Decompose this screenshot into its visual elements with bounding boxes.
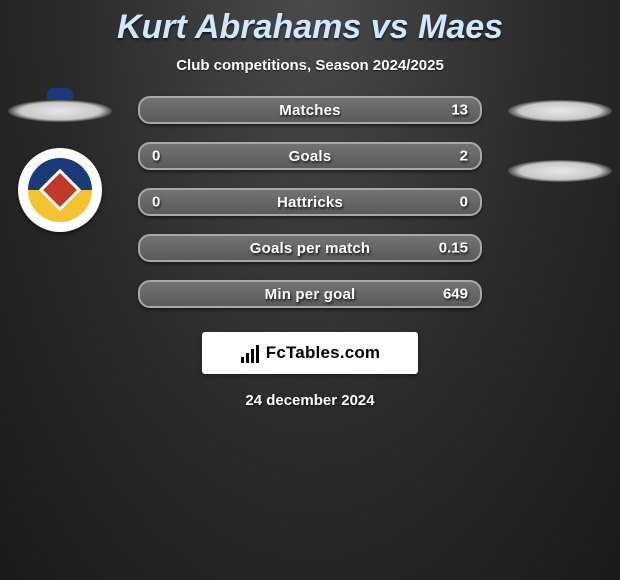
comparison-content: Matches 13 0 Goals 2 0 Hattricks 0 Goals… <box>0 96 620 409</box>
page-subtitle: Club competitions, Season 2024/2025 <box>176 57 444 74</box>
stats-rows: Matches 13 0 Goals 2 0 Hattricks 0 Goals… <box>138 96 482 308</box>
stat-row-hattricks: 0 Hattricks 0 <box>138 188 482 216</box>
icon-bar <box>246 353 249 363</box>
left-player-placeholder <box>8 100 112 122</box>
stat-right-value: 0.15 <box>439 240 468 257</box>
club-badge-inner <box>28 158 92 222</box>
icon-bar <box>251 349 254 363</box>
stat-row-goals-per-match: Goals per match 0.15 <box>138 234 482 262</box>
stat-left-value: 0 <box>152 148 160 165</box>
right-player-placeholder-2 <box>508 160 612 182</box>
club-badge <box>18 148 102 232</box>
page-title: Kurt Abrahams vs Maes <box>117 8 503 47</box>
brand-text: FcTables.com <box>266 343 381 363</box>
stat-left-value: 0 <box>152 194 160 211</box>
stat-row-goals: 0 Goals 2 <box>138 142 482 170</box>
right-player-column <box>500 96 620 182</box>
stat-row-min-per-goal: Min per goal 649 <box>138 280 482 308</box>
stat-label: Goals per match <box>250 240 371 257</box>
stat-right-value: 2 <box>460 148 468 165</box>
footer-date: 24 december 2024 <box>0 392 620 409</box>
bar-chart-icon <box>240 343 260 363</box>
stat-right-value: 13 <box>451 102 468 119</box>
stat-row-matches: Matches 13 <box>138 96 482 124</box>
stat-label: Hattricks <box>277 194 343 211</box>
badge-crown <box>47 88 73 100</box>
stat-right-value: 0 <box>460 194 468 211</box>
stat-label: Goals <box>289 148 332 165</box>
right-player-placeholder-1 <box>508 100 612 122</box>
brand-box: FcTables.com <box>202 332 418 374</box>
stat-label: Min per goal <box>265 286 356 303</box>
left-player-column <box>0 96 120 232</box>
stat-label: Matches <box>279 102 340 119</box>
icon-bar <box>256 345 259 363</box>
icon-bar <box>241 357 244 363</box>
stat-right-value: 649 <box>443 286 468 303</box>
